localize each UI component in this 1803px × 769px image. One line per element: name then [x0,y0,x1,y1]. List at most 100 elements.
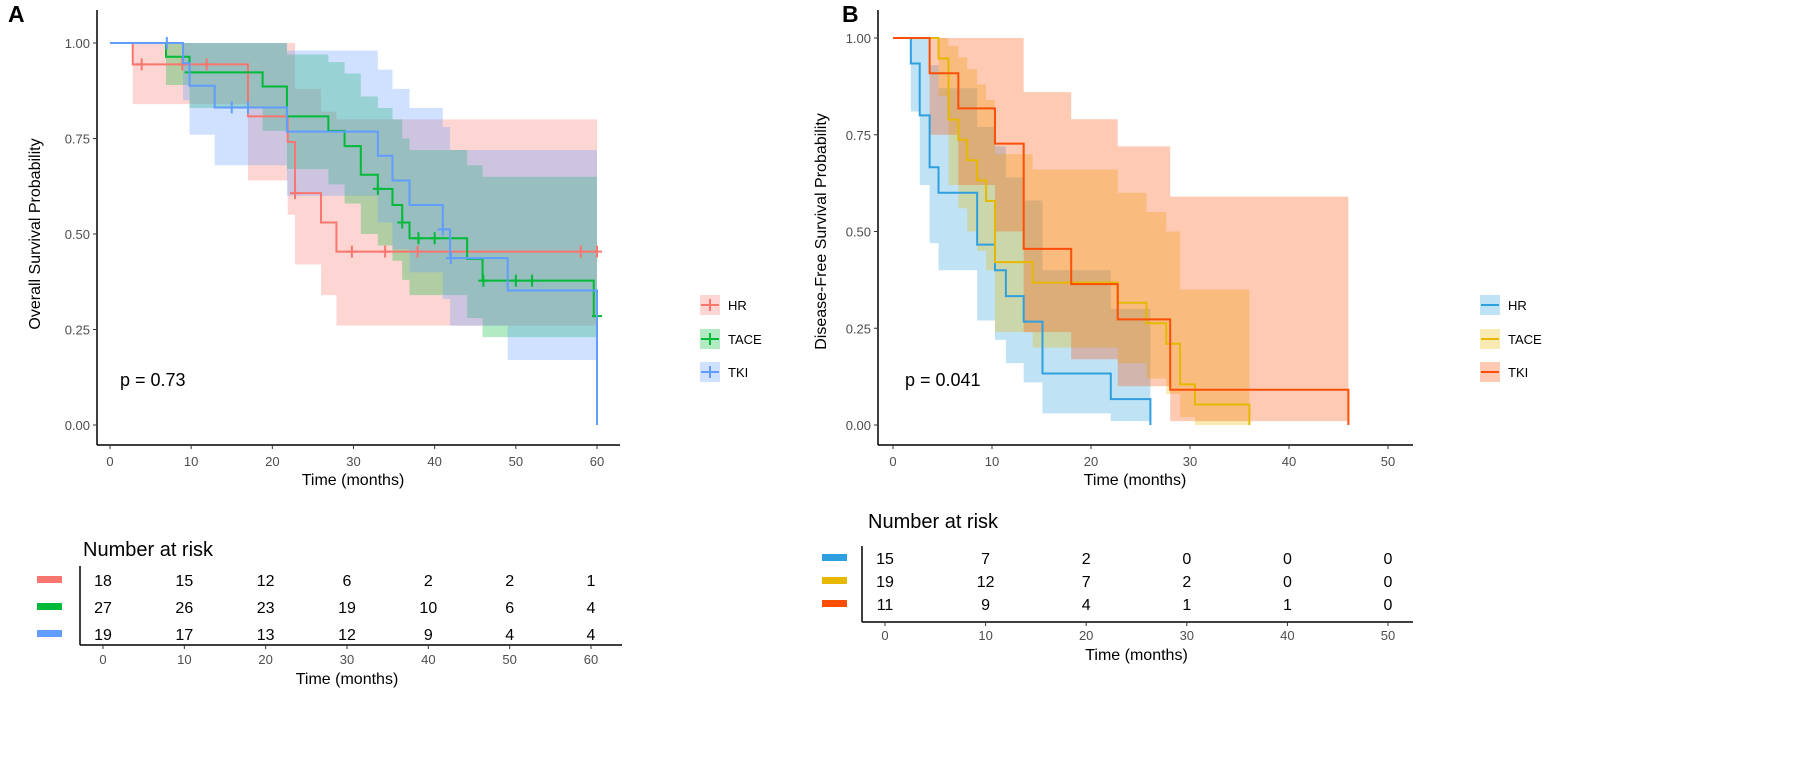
y-tick-label: 0.25 [846,321,871,336]
x-tick-label: 10 [184,454,198,469]
risk-x-tick-label: 10 [177,652,191,667]
legend-label: HR [728,298,747,313]
y-tick-label: 0.00 [65,418,90,433]
risk-x-tick-label: 50 [1381,628,1395,643]
legend-item-tace: TACE [1480,329,1542,349]
risk-count: 10 [419,600,437,617]
risk-x-tick-label: 50 [502,652,516,667]
risk-count: 2 [505,573,514,590]
risk-count: 12 [977,574,995,591]
x-tick-label: 20 [265,454,279,469]
risk-count: 4 [587,600,596,617]
risk-count: 2 [1082,551,1091,568]
risk-count: 1 [587,573,596,590]
panel-label: A [8,1,25,27]
y-tick-label: 0.50 [65,227,90,242]
risk-count: 2 [1182,574,1191,591]
x-tick-label: 40 [427,454,441,469]
risk-x-tick-label: 20 [1079,628,1093,643]
risk-count: 11 [877,597,894,614]
panel-label: B [842,1,859,27]
risk-x-axis-title: Time (months) [1085,647,1188,664]
censor-mark [161,37,172,49]
legend-item-hr: HR [700,295,747,315]
risk-count: 19 [94,627,112,644]
x-tick-label: 40 [1282,454,1296,469]
legend-label: TKI [728,365,748,380]
censor-mark [437,223,448,236]
risk-count: 7 [1082,574,1091,591]
censor-mark [413,232,424,245]
y-tick-label: 0.50 [846,225,871,240]
risk-row-color-key-hr [822,554,847,561]
x-tick-label: 0 [889,454,896,469]
confidence-band-hr [110,43,597,326]
censor-mark [346,245,357,258]
risk-count: 0 [1182,551,1191,568]
legend-item-hr: HR [1480,295,1527,315]
censor-mark [412,245,423,258]
y-axis-title: Overall Survival Probability [27,138,44,329]
risk-count: 4 [587,627,596,644]
risk-count: 15 [175,573,193,590]
risk-count: 17 [175,627,193,644]
risk-count: 19 [876,574,894,591]
censor-mark [201,58,212,71]
risk-x-tick-label: 30 [340,652,354,667]
risk-count: 4 [505,627,514,644]
legend: HR TACE TKI [1480,295,1542,382]
y-tick-label: 0.00 [846,418,871,433]
legend-label: TACE [1508,332,1542,347]
risk-row-color-key-tki [37,630,62,637]
legend-item-tki: TKI [700,362,748,382]
x-tick-label: 30 [346,454,360,469]
survival-curve-tki [893,37,1350,425]
censor-mark [445,252,456,265]
x-tick-label: 0 [106,454,113,469]
risk-count: 0 [1384,551,1393,568]
censor-mark [380,245,391,258]
censor-mark [575,245,586,258]
legend-label: TACE [728,332,762,347]
risk-x-tick-label: 10 [978,628,992,643]
risk-count: 13 [257,627,275,644]
risk-x-tick-label: 30 [1180,628,1194,643]
legend-label: HR [1508,298,1527,313]
risk-count: 9 [424,627,433,644]
survival-curve-tki [110,42,598,425]
x-tick-label: 60 [590,454,604,469]
x-tick-label: 50 [509,454,523,469]
x-tick-label: 50 [1381,454,1395,469]
risk-row-color-key-tace [822,577,847,584]
risk-x-tick-label: 40 [1280,628,1294,643]
risk-row-color-key-tace [37,603,62,610]
risk-table-title: Number at risk [83,539,214,561]
censor-mark [372,182,383,195]
censor-mark [397,216,408,229]
y-tick-label: 0.25 [65,323,90,338]
confidence-band-tki [893,38,1349,422]
survival-curve-hr [110,42,597,253]
survival-curve-tace [893,37,1251,425]
risk-count: 15 [876,551,894,568]
risk-count: 0 [1384,597,1393,614]
risk-count: 26 [175,600,193,617]
censor-mark [290,187,301,200]
risk-count: 12 [257,573,275,590]
risk-count: 18 [94,573,112,590]
y-tick-label: 1.00 [846,31,871,46]
risk-count: 27 [94,600,112,617]
y-tick-label: 0.75 [65,132,90,147]
risk-count: 23 [257,600,275,617]
risk-count: 6 [343,573,352,590]
p-value: p = 0.041 [905,370,981,390]
risk-count: 19 [338,600,356,617]
y-tick-label: 0.75 [846,128,871,143]
x-axis-title: Time (months) [1084,472,1187,489]
y-axis-title: Disease-Free Survival Probability [813,113,830,350]
risk-count: 9 [981,597,990,614]
